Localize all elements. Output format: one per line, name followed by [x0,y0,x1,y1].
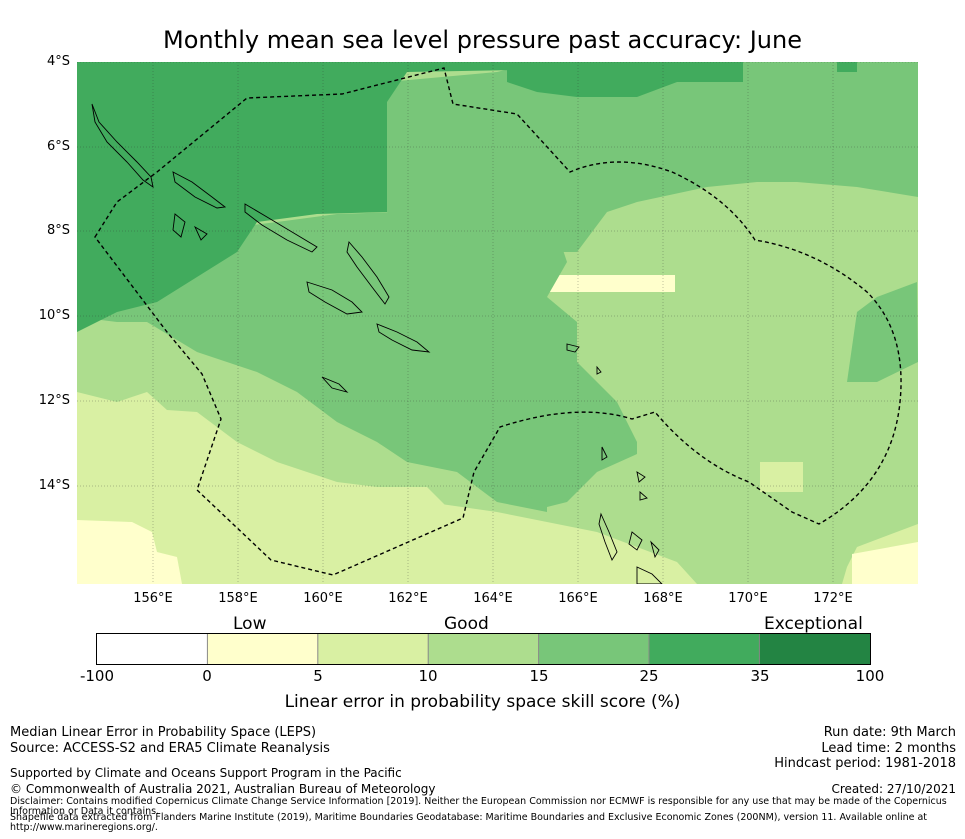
colorbar-tick-35: 35 [750,667,770,685]
region-0-5-center [547,275,675,292]
region-15-25-central [77,210,637,512]
island-santa-isabel [244,203,318,253]
island-malaita [346,241,390,305]
region-25-35-north-strip [507,62,743,97]
region-15-25-north [387,62,918,252]
colorbar-tick-10: 10 [418,667,438,685]
lon-label-156e: 156°E [133,591,173,606]
region-5-10-southwest [77,392,697,584]
island-makira [376,323,431,353]
lon-label-164e: 164°E [473,591,513,606]
colorbar-segment-0-5 [207,634,318,664]
lon-label-170e: 170°E [728,591,768,606]
region-5-10-east-patch [760,462,803,492]
category-low: Low [233,614,267,634]
category-good: Good [444,614,489,634]
island-vanuatu-central [628,531,660,559]
island-banks [601,446,648,501]
category-exceptional: Exceptional [764,614,863,634]
region-0-5-southeast [852,542,918,584]
island-rennell [321,376,349,393]
colorbar [96,633,871,665]
colorbar-segment-5-10 [317,634,429,664]
map-title: Monthly mean sea level pressure past acc… [162,26,802,54]
island-vanuatu-north [598,512,618,561]
region-15-25-south [497,422,637,507]
island-new-georgia [172,213,208,241]
colorbar-segment-10-15 [428,634,539,664]
colorbar-tick-0: 0 [202,667,212,685]
graticule [77,62,918,584]
colorbar-segment-35-100 [759,634,870,664]
colorbar-tick-100: 100 [855,667,885,685]
footer-shapefile: Shapefile data extracted from Flanders M… [10,812,928,833]
lat-label-14s: 14°S [38,478,70,493]
lon-label-162e: 162°E [388,591,428,606]
lat-label-12s: 12°S [38,393,70,408]
colorbar-tick-25: 25 [639,667,659,685]
lat-label-10s: 10°S [38,308,70,323]
region-25-35-northwest [77,62,517,332]
footer-run-date: Run date: 9th March [823,725,956,740]
lon-label-172e: 172°E [813,591,853,606]
lat-label-8s: 8°S [46,223,70,238]
island-bougainville [91,103,154,189]
lon-label-158e: 158°E [218,591,258,606]
region-0-5-southwest [77,520,182,584]
colorbar-label: Linear error in probability space skill … [284,692,681,712]
colorbar-tick-neg100: -100 [79,667,115,685]
lon-label-166e: 166°E [558,591,598,606]
footer-source: Source: ACCESS-S2 and ERA5 Climate Reana… [10,741,330,756]
region-25-35-far-east [837,62,857,72]
colorbar-tick-15: 15 [529,667,549,685]
footer-supported: Supported by Climate and Oceans Support … [10,766,402,780]
region-15-25-east [847,282,918,382]
coastlines [91,103,663,584]
lon-label-160e: 160°E [303,591,343,606]
footer-lead-time: Lead time: 2 months [821,741,956,756]
eez-boundary [94,67,902,576]
lat-label-4s: 4°S [46,54,70,69]
colorbar-segment-25-35 [649,634,760,664]
island-guadalcanal [306,281,363,315]
footer-disclaimer: Disclaimer: Contains modified Copernicus… [10,796,947,817]
island-santa-cruz [566,343,602,375]
island-choiseul [172,171,227,209]
colorbar-segment-neg100-0 [97,634,208,664]
region-5-10-south-center [317,487,547,584]
footer-copyright: © Commonwealth of Australia 2021, Austra… [10,782,436,796]
island-vanuatu-south [636,566,663,584]
colorbar-segment-15-25 [538,634,649,664]
lon-label-168e: 168°E [643,591,683,606]
footer-leps: Median Linear Error in Probability Space… [10,725,317,740]
footer-created: Created: 27/10/2021 [831,782,956,796]
lat-label-6s: 6°S [46,139,70,154]
colorbar-tick-5: 5 [313,667,323,685]
footer-hindcast: Hindcast period: 1981-2018 [774,756,956,771]
skill-score-map [77,62,918,584]
